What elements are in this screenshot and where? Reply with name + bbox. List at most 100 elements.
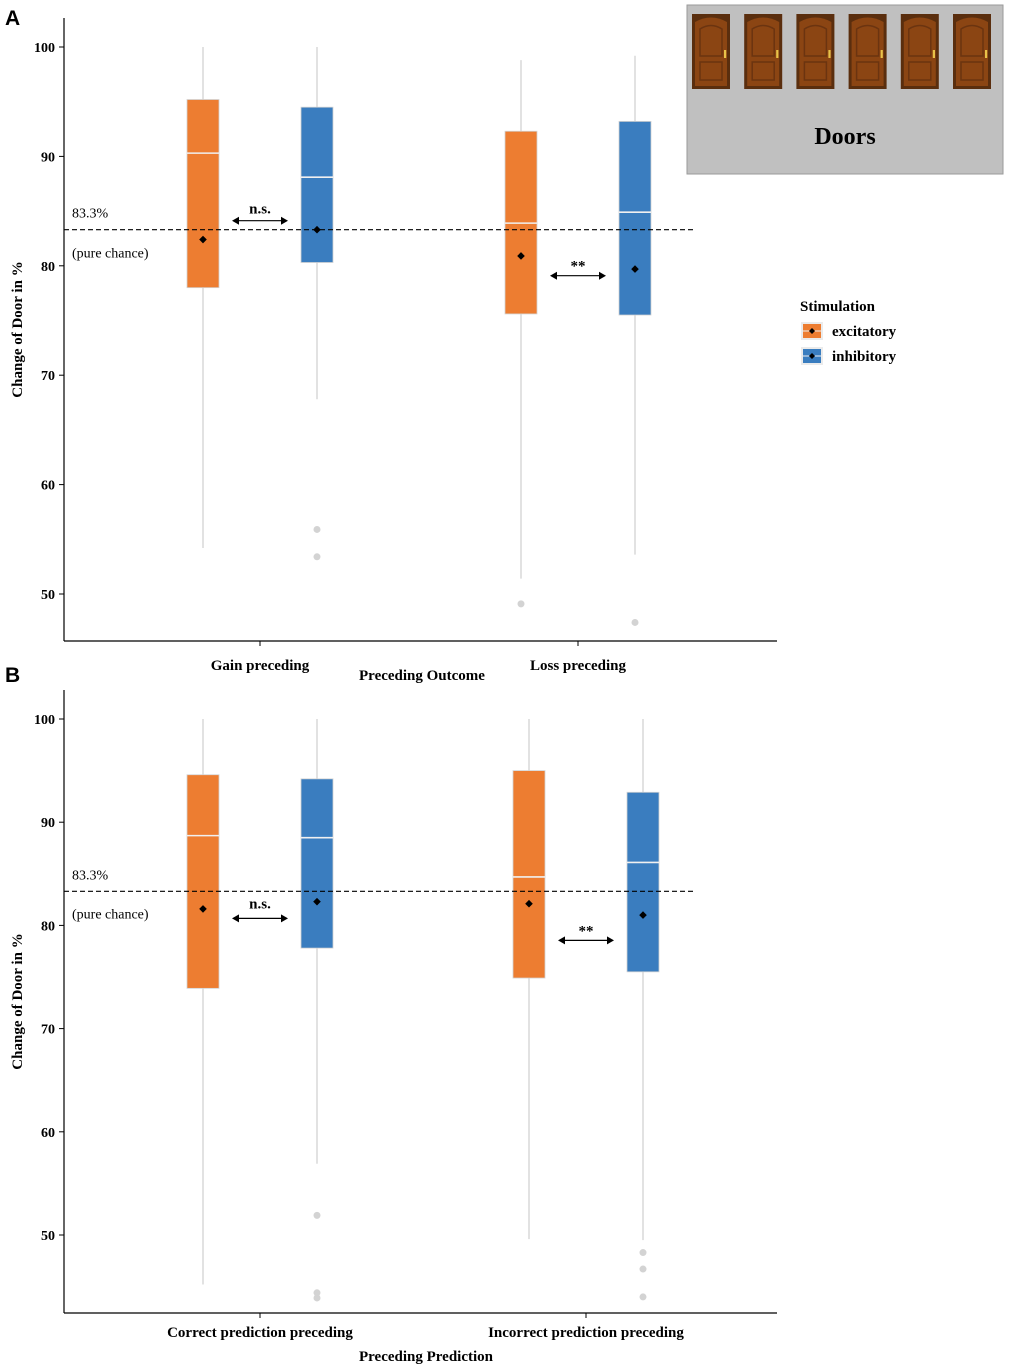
arrowhead-left — [232, 216, 239, 225]
outlier-point — [517, 600, 525, 608]
mean-marker — [199, 905, 207, 913]
y-tick-label: 60 — [41, 479, 55, 494]
box-body — [512, 770, 546, 979]
x-tick-label: Incorrect prediction preceding — [488, 1325, 684, 1341]
door-icon — [692, 14, 730, 89]
door-icon — [796, 14, 835, 89]
arrowhead-right — [281, 216, 288, 225]
panel-b: B 50 60 70 80 90 100 Change of Door in % Precedi… — [5, 664, 777, 1365]
doors-inset: Doors — [686, 4, 1004, 175]
box-body — [300, 106, 334, 263]
door-panel — [747, 17, 780, 86]
door-upper-inset — [908, 24, 932, 57]
mean-marker — [313, 897, 321, 906]
mean-marker — [639, 911, 647, 919]
x-axis-title: Preceding Prediction — [359, 1349, 494, 1365]
significance-label: n.s. — [249, 896, 271, 912]
y-tick-label: 100 — [34, 713, 55, 728]
box-body — [626, 791, 660, 973]
box-excitatory — [186, 719, 220, 1285]
outlier-point — [639, 1293, 647, 1301]
arrowhead-right — [281, 914, 288, 923]
box-body — [186, 99, 220, 289]
arrowhead-left — [550, 271, 557, 280]
door-icon — [953, 14, 991, 89]
door-handle — [724, 50, 727, 58]
legend-item-excitatory: excitatory — [801, 322, 897, 340]
y-tick-label: 50 — [41, 1229, 55, 1244]
mean-marker — [517, 252, 525, 260]
outlier-point — [639, 1249, 647, 1257]
door-lower-inset — [699, 61, 723, 81]
door-panel — [851, 17, 884, 86]
significance-label: n.s. — [249, 202, 271, 218]
box-body — [186, 774, 220, 989]
door-handle — [828, 50, 831, 58]
reference-value-label: 83.3% — [72, 207, 109, 222]
arrowhead-right — [607, 936, 614, 945]
box-inhibitory — [300, 719, 334, 1302]
y-tick-label: 80 — [41, 919, 55, 934]
outlier-point — [313, 1211, 321, 1219]
door-panel — [799, 17, 832, 86]
panel-label: A — [5, 7, 20, 30]
outlier-point — [313, 553, 321, 561]
door-upper-inset — [960, 24, 984, 57]
mean-marker — [631, 265, 639, 273]
door-lower-inset — [803, 61, 828, 81]
legend-item-inhibitory: inhibitory — [801, 347, 897, 365]
legend-mean-marker — [809, 353, 815, 359]
box-inhibitory — [626, 719, 660, 1301]
door-lower-inset — [960, 61, 984, 81]
y-tick-label: 80 — [41, 260, 55, 275]
door-icon — [744, 14, 783, 89]
y-tick-label: 90 — [41, 150, 55, 165]
outlier-point — [313, 1294, 321, 1302]
panel-label: B — [5, 664, 20, 687]
outlier-point — [313, 1289, 321, 1297]
inset-label: Doors — [814, 124, 875, 150]
y-tick-label: 90 — [41, 816, 55, 831]
y-tick-label: 60 — [41, 1126, 55, 1141]
door-lower-inset — [855, 61, 880, 81]
y-axis-title: Change of Door in % — [10, 933, 26, 1069]
y-tick-label: 70 — [41, 369, 55, 384]
panel-a: A 50 60 70 80 90 100 Change of Door in % Precedi… — [5, 7, 777, 684]
inset-background — [686, 4, 1004, 175]
box-excitatory — [504, 60, 538, 608]
box-body — [300, 778, 334, 949]
x-tick-label: Loss preceding — [530, 658, 626, 674]
reference-value-label: 83.3% — [72, 868, 109, 883]
door-handle — [985, 50, 988, 58]
door-upper-inset — [751, 24, 775, 57]
legend-mean-marker — [809, 328, 815, 334]
door-handle — [776, 50, 779, 58]
box-inhibitory — [618, 55, 652, 626]
arrowhead-left — [558, 936, 565, 945]
door-lower-inset — [908, 61, 932, 81]
mean-marker — [525, 899, 533, 908]
legend: Stimulation excitatory inhibitory — [800, 299, 897, 365]
box-body — [618, 120, 652, 316]
door-upper-inset — [699, 24, 723, 57]
arrowhead-left — [232, 914, 239, 923]
box-excitatory — [512, 719, 546, 1240]
legend-label: inhibitory — [832, 349, 897, 365]
door-panel — [956, 17, 988, 86]
box-excitatory — [186, 47, 220, 549]
reference-caption: (pure chance) — [72, 247, 149, 262]
door-upper-inset — [855, 24, 880, 57]
x-tick-label: Gain preceding — [211, 658, 310, 674]
mean-marker — [199, 235, 207, 244]
y-axis-title: Change of Door in % — [10, 261, 26, 397]
significance-label: ** — [571, 259, 586, 275]
door-upper-inset — [803, 24, 828, 57]
outlier-point — [639, 1265, 647, 1273]
door-icon — [900, 14, 939, 89]
x-axis-title: Preceding Outcome — [359, 668, 485, 684]
significance-bracket: n.s. — [232, 202, 288, 225]
significance-bracket: ** — [550, 259, 606, 280]
door-handle — [932, 50, 935, 58]
x-tick-label: Correct prediction preceding — [167, 1325, 353, 1341]
